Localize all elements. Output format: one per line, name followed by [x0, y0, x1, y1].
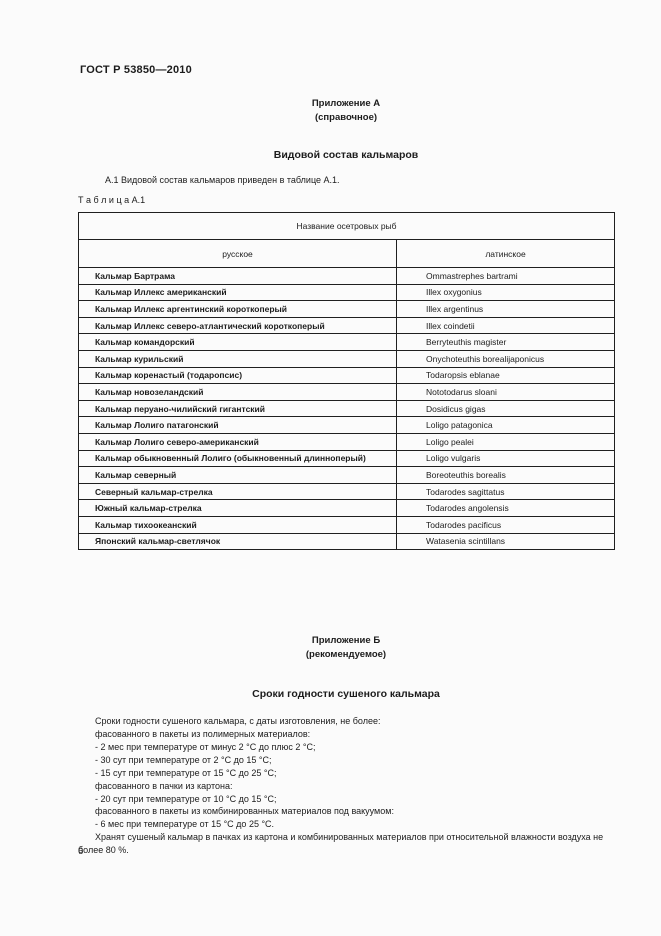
cell-latin-name: Illex coindetii	[396, 316, 615, 335]
table-row: Кальмар новозеландский Nototodarus sloani	[78, 383, 615, 401]
shelf-life-line: фасованного в пакеты из полимерных матер…	[95, 729, 311, 739]
cell-russian-name: Кальмар Бартрама	[78, 267, 397, 285]
shelf-life-line: - 30 сут при температуре от 2 °С до 15 °…	[95, 754, 272, 765]
cell-latin-name: Berryteuthis magister	[396, 333, 615, 351]
table-row: Кальмар Иллекс американский Illex oxygoni…	[78, 283, 615, 302]
storage-note: Хранят сушеный кальмар в пачках из карто…	[78, 832, 604, 856]
cell-latin-name: Dosidicus gigas	[396, 399, 615, 418]
page-content: ГОСТ Р 53850—2010 Приложение А (справочн…	[78, 0, 615, 857]
shelf-life-line: - 20 сут при температуре от 10 °С до 15 …	[95, 793, 277, 804]
table-row: Южный кальмар-стрелка Todarodes angolensi…	[78, 499, 615, 517]
shelf-life-line: - 15 сут при температуре от 15 °С до 25 …	[95, 767, 277, 778]
table-row: Кальмар командорский Berryteuthis magiste…	[78, 333, 615, 351]
cell-latin-name: Loligo patagonica	[396, 416, 615, 434]
table-row: Кальмар Лолиго северо-американский Loligo…	[78, 432, 615, 451]
annex-b-title: Сроки годности сушеного кальмара	[252, 688, 440, 701]
shelf-life-line: фасованного в пакеты из комбинированных …	[95, 806, 394, 817]
cell-latin-name: Todaropsis eblanae	[396, 366, 615, 385]
table-row: Кальмар Иллекс северо-атлантический коро…	[78, 316, 615, 335]
table-caption-row: Название осетровых рыб	[78, 212, 615, 240]
cell-russian-name: Японский кальмар-светлячок	[78, 532, 397, 551]
table-caption: Название осетровых рыб	[78, 212, 615, 240]
shelf-life-line: - 2 мес при температуре от минус 2 °С до…	[95, 741, 316, 752]
table-row: Кальмар Лолиго патагонский Loligo patagon…	[78, 416, 615, 434]
cell-latin-name: Loligo pealei	[396, 432, 615, 451]
cell-latin-name: Onychoteuthis borealijaponicus	[396, 349, 615, 368]
table-header-row: русское латинское	[78, 239, 615, 268]
cell-russian-name: Северный кальмар-стрелка	[78, 482, 397, 501]
cell-latin-name: Illex argentinus	[396, 300, 615, 318]
annex-b-type: (рекомендуемое)	[305, 649, 387, 661]
cell-russian-name: Кальмар тихоокеанский	[78, 515, 397, 534]
shelf-life-line: - 6 мес при температуре от 15 °С до 25 °…	[95, 819, 275, 830]
cell-russian-name: Кальмар коренастый (тодаропсис)	[78, 366, 397, 385]
annex-a-heading: Приложение А (справочное)	[78, 97, 614, 125]
table-row: Кальмар обыкновенный Лолиго (обыкновенны…	[78, 449, 615, 468]
cell-latin-name: Illex oxygonius	[396, 283, 615, 302]
table-row: Кальмар тихоокеанский Todarodes pacificus	[78, 515, 615, 534]
shelf-life-paragraphs: Сроки годности сушеного кальмара, с даты…	[78, 715, 614, 857]
species-table: Название осетровых рыб русское латинское…	[78, 212, 615, 551]
table-row: Кальмар Бартрама Ommastrephes bartrami	[78, 267, 615, 285]
cell-russian-name: Кальмар северный	[78, 466, 397, 484]
annex-b-label: Приложение Б	[311, 635, 381, 647]
table-row: Северный кальмар-стрелка Todarodes sagitt…	[78, 482, 615, 501]
table-row: Кальмар Иллекс аргентинский короткоперый…	[78, 300, 615, 318]
table-label: Т а б л и ц а А.1	[78, 195, 146, 205]
cell-latin-name: Loligo vulgaris	[396, 449, 615, 468]
cell-russian-name: Южный кальмар-стрелка	[78, 499, 397, 517]
annex-a-intro-paragraph: А.1 Видовой состав кальмаров приведен в …	[105, 175, 340, 185]
cell-russian-name: Кальмар командорский	[78, 333, 397, 351]
cell-latin-name: Todarodes angolensis	[396, 499, 615, 517]
table-row: Кальмар курильский Onychoteuthis borealij…	[78, 349, 615, 368]
cell-latin-name: Todarodes sagittatus	[396, 482, 615, 501]
document-number: ГОСТ Р 53850—2010	[80, 64, 192, 76]
annex-b-heading: Приложение Б (рекомендуемое)	[78, 634, 614, 662]
shelf-life-line: фасованного в пачки из картона:	[95, 780, 233, 791]
annex-a-type: (справочное)	[314, 112, 378, 123]
cell-russian-name: Кальмар новозеландский	[78, 383, 397, 401]
cell-russian-name: Кальмар Иллекс американский	[78, 283, 397, 302]
cell-russian-name: Кальмар курильский	[78, 349, 397, 368]
cell-russian-name: Кальмар Лолиго патагонский	[78, 416, 397, 434]
cell-russian-name: Кальмар Иллекс северо-атлантический коро…	[78, 316, 397, 335]
table-row: Кальмар северный Boreoteuthis borealis	[78, 466, 615, 484]
cell-latin-name: Todarodes pacificus	[396, 515, 615, 534]
cell-russian-name: Кальмар Иллекс аргентинский короткоперый	[78, 300, 397, 318]
shelf-life-line: Сроки годности сушеного кальмара, с даты…	[95, 716, 381, 727]
table-row: Кальмар перуано-чилийский гигантский Dosi…	[78, 399, 615, 418]
cell-russian-name: Кальмар перуано-чилийский гигантский	[78, 399, 397, 418]
cell-latin-name: Watasenia scintillans	[396, 532, 615, 551]
cell-latin-name: Ommastrephes bartrami	[396, 267, 615, 285]
table-row: Кальмар коренастый (тодаропсис) Todaropsi…	[78, 366, 615, 385]
annex-a-label: Приложение А	[311, 98, 381, 109]
column-header-russian: русское	[78, 239, 397, 268]
cell-russian-name: Кальмар обыкновенный Лолиго (обыкновенны…	[78, 449, 397, 468]
column-header-latin: латинское	[396, 239, 615, 268]
table-row: Японский кальмар-светлячок Watasenia scin…	[78, 532, 615, 551]
cell-latin-name: Boreoteuthis borealis	[396, 466, 615, 484]
cell-russian-name: Кальмар Лолиго северо-американский	[78, 432, 397, 451]
annex-a-title: Видовой состав кальмаров	[273, 149, 419, 161]
page-number: 6	[78, 846, 84, 857]
cell-latin-name: Nototodarus sloani	[396, 383, 615, 401]
